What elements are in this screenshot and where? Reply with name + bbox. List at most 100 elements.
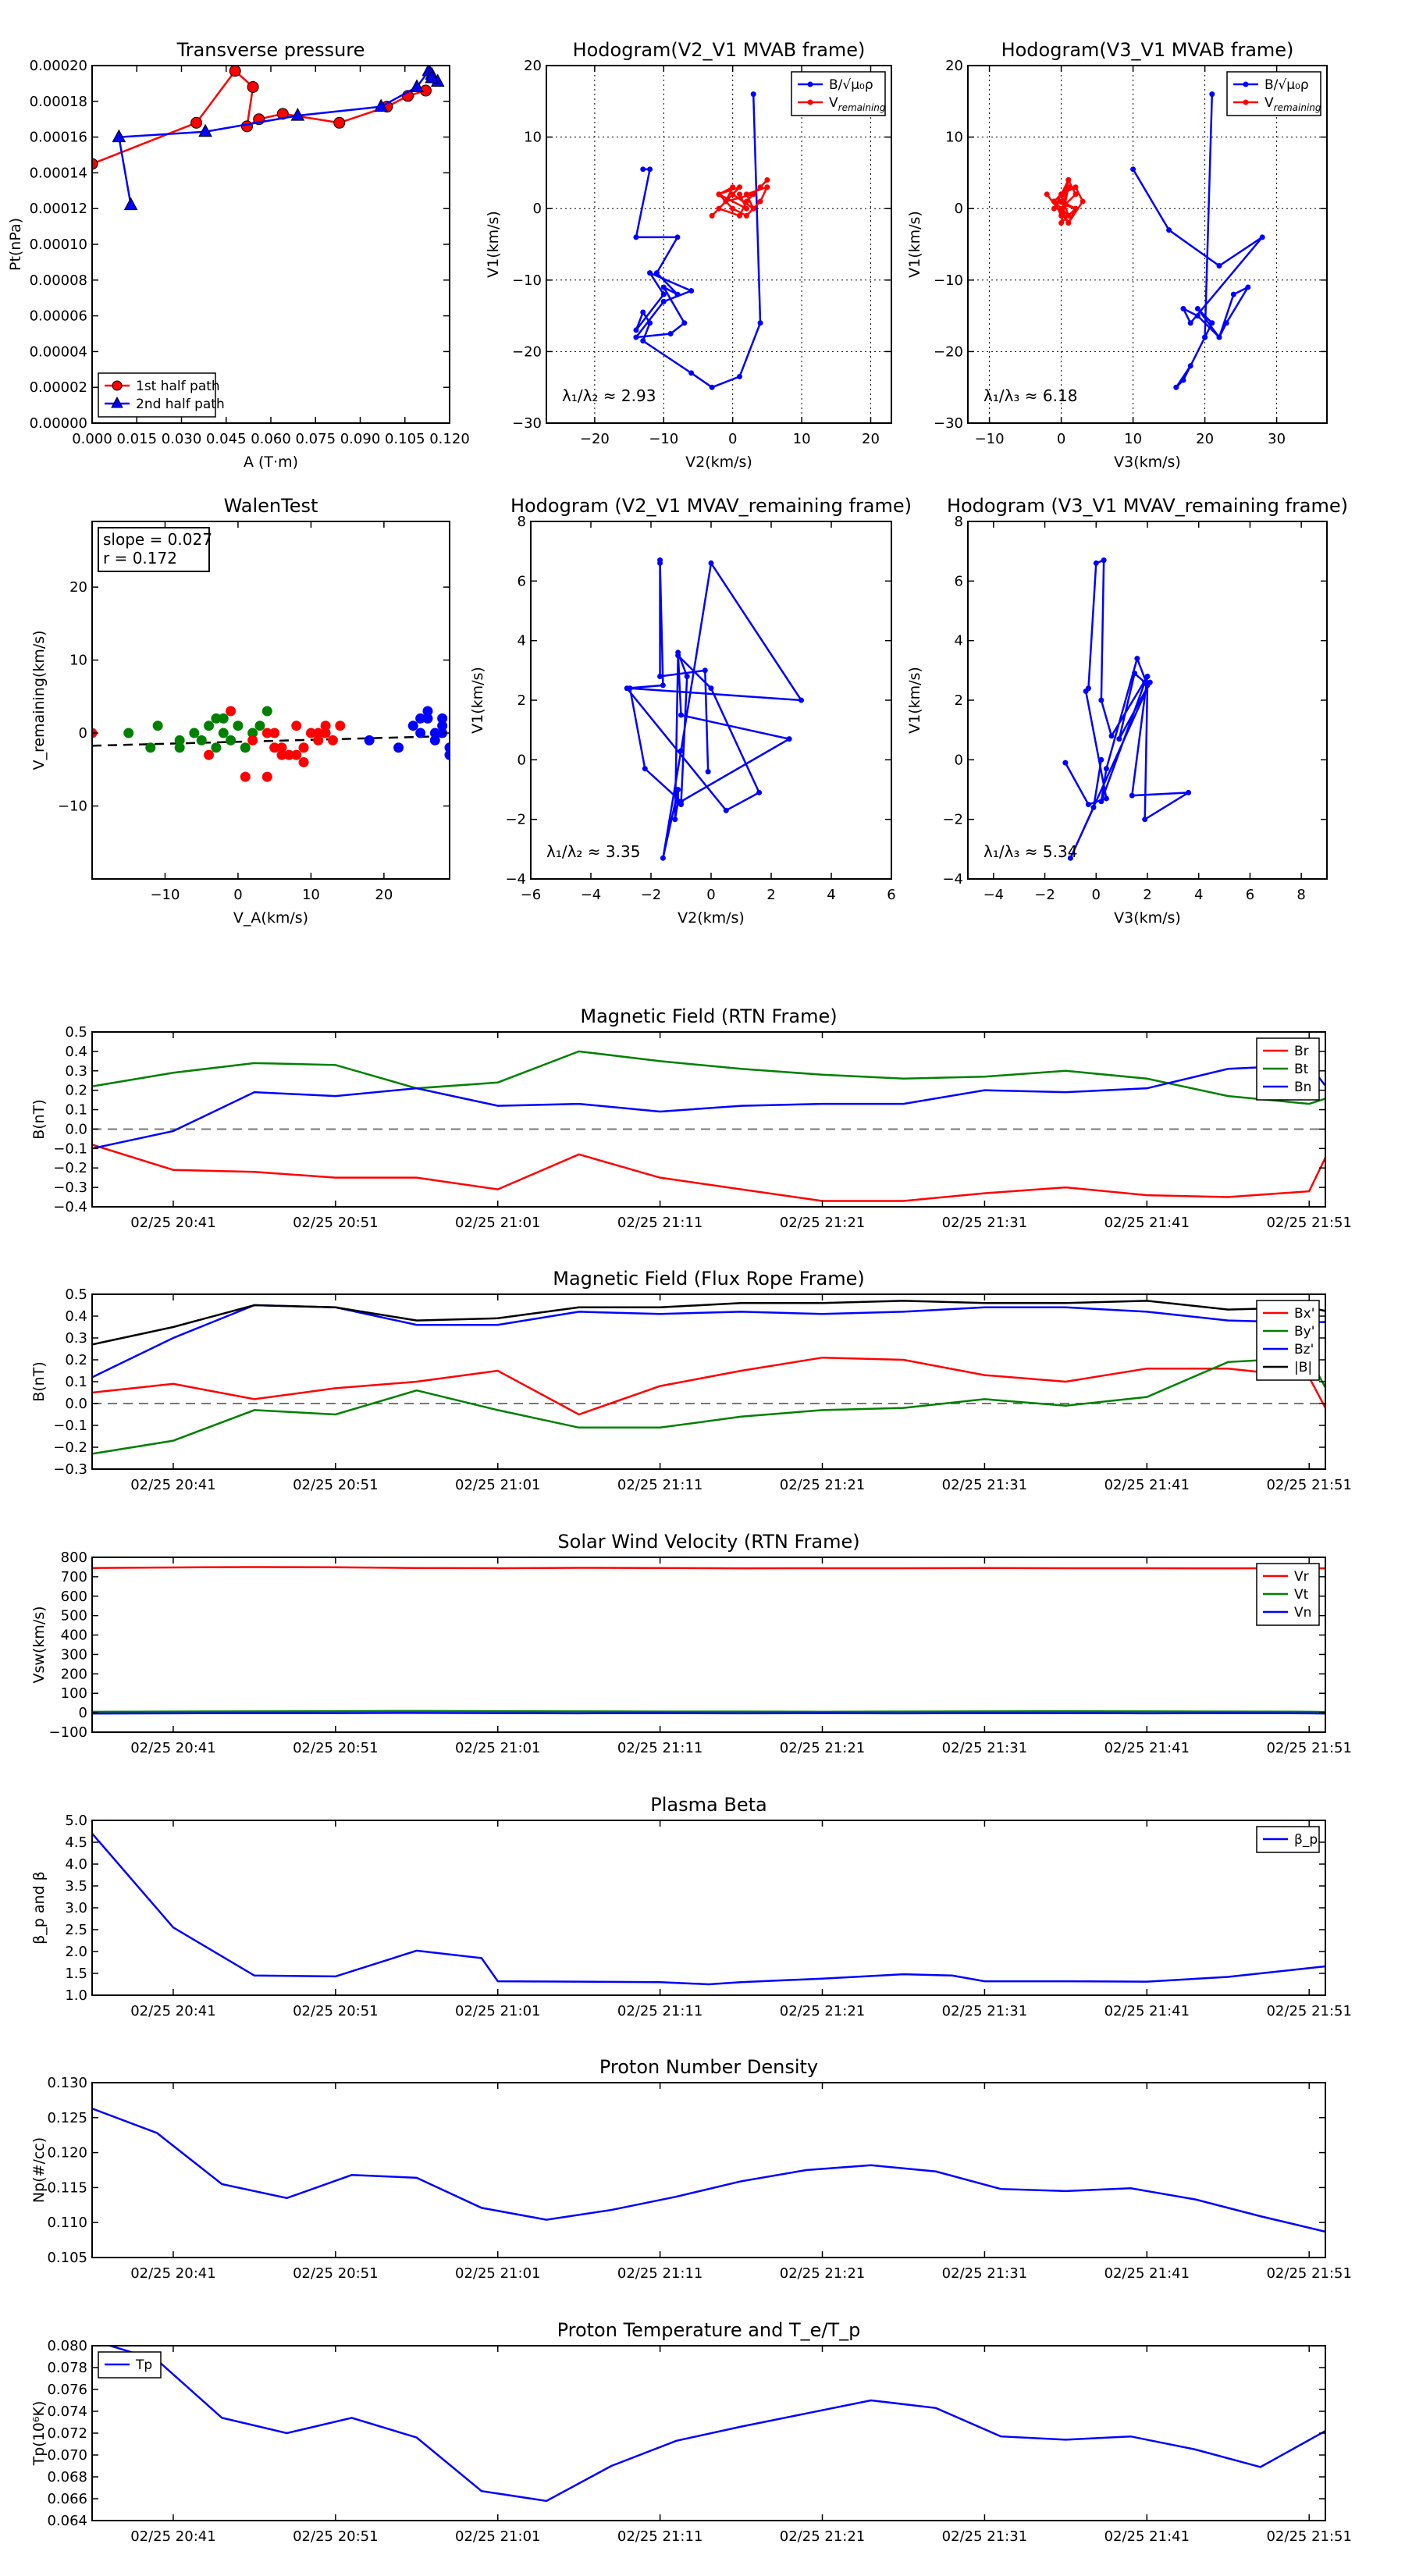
x-tick-label: 02/25 20:51	[293, 1215, 378, 1231]
series-2-point	[444, 749, 450, 760]
x-tick-label: 02/25 21:11	[617, 2003, 702, 2019]
series-0-point	[1098, 697, 1104, 703]
series-0-point	[211, 713, 222, 724]
x-tick-label: 20	[1196, 431, 1214, 447]
series-0-point	[123, 728, 134, 738]
proton-temperature-plot-area	[106, 2346, 1325, 2503]
v-point	[730, 205, 736, 212]
y-axis-label: β_p and β	[30, 1871, 48, 1944]
x-tick-label: −20	[580, 431, 610, 447]
y-tick-label: 0	[79, 725, 87, 742]
x-axis-label: V2(km/s)	[685, 454, 752, 471]
series-0-point	[240, 742, 251, 753]
series-1-point	[320, 720, 331, 731]
1st-half-path-point	[276, 108, 289, 120]
bx-line	[92, 1356, 1325, 1416]
b-point	[1245, 284, 1251, 290]
series-0-point	[1098, 756, 1104, 763]
eigenvalue-ratio-label: λ₁/λ₂ ≈ 2.93	[562, 386, 656, 405]
mag-rtn-title: Magnetic Field (RTN Frame)	[580, 1005, 837, 1027]
solar-wind-velocity-title: Solar Wind Velocity (RTN Frame)	[557, 1531, 859, 1553]
v-point	[1065, 177, 1072, 183]
v-point	[743, 205, 749, 212]
legend-subscript: remaining	[1274, 102, 1321, 113]
p-line	[92, 1832, 1325, 1986]
x-tick-label: 02/25 20:51	[293, 1740, 378, 1756]
y-tick-label: 1.5	[65, 1966, 87, 1982]
2nd-half-path-point	[112, 129, 126, 143]
b-point	[674, 291, 681, 297]
y-tick-label: 0.2	[65, 1352, 87, 1368]
b-point	[633, 327, 639, 333]
v-point	[709, 212, 715, 219]
series-0-point	[786, 736, 792, 742]
legend-label: Tp	[135, 2357, 152, 2373]
series-0-point	[1103, 766, 1109, 772]
x-tick-label: −2	[641, 887, 662, 903]
x-tick-label: 0	[1057, 431, 1065, 447]
v-point	[737, 212, 743, 219]
series-0-point	[672, 817, 678, 823]
x-tick-label: 02/25 21:31	[942, 1215, 1027, 1231]
hodogram-v3v1-mvab-panel: Hodogram(V3_V1 MVAB frame)−10 0 10 20 30−30−…	[906, 39, 1328, 471]
x-tick-label: 02/25 21:11	[617, 1215, 702, 1231]
y-tick-label: −10	[512, 272, 542, 289]
x-tick-label: 6	[1246, 887, 1254, 903]
v-point	[1058, 220, 1065, 226]
x-tick-label: 02/25 21:41	[1104, 2003, 1190, 2019]
x-tick-label: 0.060	[251, 431, 291, 447]
x-tick-label: 0	[233, 887, 242, 903]
2nd-half-path-point	[123, 197, 138, 211]
1st-half-path-point	[333, 116, 346, 129]
proton-density-frame	[91, 2082, 1326, 2258]
series-0-point	[799, 697, 804, 703]
b-point	[688, 370, 695, 376]
y-tick-label: 20	[524, 58, 542, 74]
x-tick-label: 02/25 21:31	[942, 2003, 1027, 2019]
y-tick-label: −0.2	[53, 1439, 87, 1456]
y-tick-label: 0	[79, 1705, 87, 1721]
series-1-point	[320, 728, 331, 738]
y-tick-label: 0.1	[65, 1102, 87, 1119]
legend-label: By'	[1294, 1324, 1314, 1340]
x-tick-label: 02/25 21:51	[1266, 2528, 1351, 2545]
y-tick-label: 0.00018	[30, 94, 87, 110]
y-tick-label: 0	[955, 752, 963, 768]
2nd-half-path-point	[425, 69, 439, 84]
v-point	[743, 212, 749, 219]
x-tick-label: 0	[1092, 887, 1101, 903]
series-0-point	[1085, 685, 1091, 692]
series-2-point	[364, 735, 375, 745]
b-point	[647, 270, 653, 276]
x-tick-label: 02/25 20:41	[130, 2528, 215, 2545]
y-tick-label: 0.00020	[30, 58, 87, 74]
eigenvalue-ratio-label: λ₁/λ₂ ≈ 3.35	[546, 842, 640, 861]
x-tick-label: 10	[1124, 431, 1142, 447]
series-2-point	[429, 728, 440, 738]
series-1-point	[226, 706, 237, 717]
x-tick-label: 02/25 21:21	[780, 2003, 865, 2019]
x-tick-label: 02/25 21:31	[942, 2265, 1027, 2282]
series-1-point	[291, 720, 302, 731]
y-tick-label: 0.110	[47, 2215, 87, 2231]
walen-test-frame	[91, 521, 450, 880]
eigenvalue-ratio-label: λ₁/λ₃ ≈ 5.34	[984, 842, 1077, 861]
b-point	[660, 298, 667, 304]
mag-flux-rope-plot-area	[92, 1300, 1325, 1455]
hodogram-v2v1-mvab-title: Hodogram(V2_V1 MVAB frame)	[573, 39, 866, 61]
b-line	[1132, 94, 1264, 389]
series-0-point	[145, 742, 156, 753]
x-tick-label: 02/25 20:51	[293, 2265, 378, 2282]
hodogram-v2v1-mvav-title: Hodogram (V2_V1 MVAV_remaining frame)	[510, 495, 912, 517]
y-axis-label: Tp(10⁶K)	[30, 2401, 48, 2467]
series-0-point	[152, 720, 163, 731]
x-tick-label: 0.015	[116, 431, 157, 447]
2nd-half-path-point	[198, 123, 212, 137]
y-tick-label: 0	[533, 201, 542, 217]
y-tick-label: 0.064	[47, 2513, 87, 2529]
legend-label: Bt	[1294, 1062, 1309, 1077]
legend-label: B/√μ₀ρ	[829, 77, 873, 93]
y-tick-label: 10	[945, 130, 963, 146]
series-1-point	[327, 735, 338, 745]
